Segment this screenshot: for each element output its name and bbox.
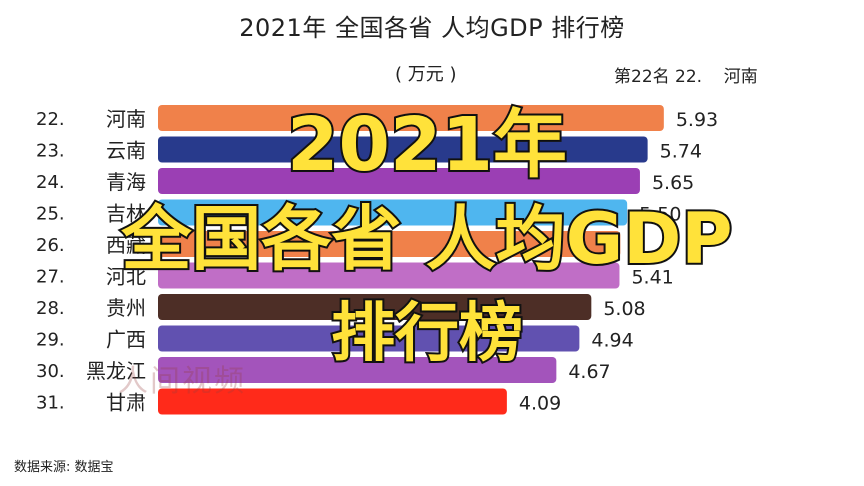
rank-label: 27. <box>36 267 65 288</box>
chart-title: 2021年 全国各省 人均GDP 排行榜 <box>239 14 625 42</box>
value-label: 5.50 <box>639 204 681 226</box>
bar-10 <box>158 388 507 415</box>
bar-2 <box>158 136 648 163</box>
bar-3 <box>158 168 640 194</box>
value-label: 5.74 <box>660 141 702 163</box>
watermark: 人间视频 <box>118 364 246 399</box>
bar-4 <box>158 199 628 226</box>
value-label: 5.41 <box>631 267 673 289</box>
rank-label: 26. <box>36 235 65 256</box>
bar-9 <box>158 357 557 383</box>
rank-province: 河南 <box>723 67 758 87</box>
rank-label: 22. <box>36 109 65 130</box>
bar-5 <box>158 231 621 257</box>
category-label: 广西 <box>106 328 146 352</box>
current-rank-indicator: 第22名 22. 河南 <box>614 62 758 87</box>
category-label: 河南 <box>106 107 146 131</box>
rank-label: 30. <box>36 361 65 382</box>
category-label: 贵州 <box>106 296 146 320</box>
rank-label: 29. <box>36 330 65 351</box>
value-label: 4.94 <box>591 330 633 352</box>
rank-label: 23. <box>36 141 65 162</box>
bar-6 <box>158 262 620 289</box>
rank-label: 25. <box>36 204 65 225</box>
category-label: 黑龙江 <box>86 359 146 383</box>
unit-label: ( 万元 ) <box>395 64 457 85</box>
rank-label: 第22名 <box>614 67 670 87</box>
category-label: 吉林 <box>106 202 146 226</box>
bar-1 <box>158 105 664 131</box>
category-label: 云南 <box>106 139 146 163</box>
category-label: 甘肃 <box>106 391 146 415</box>
value-label: 5.93 <box>676 109 718 131</box>
value-label: 4.67 <box>568 361 610 383</box>
category-label: 河北 <box>106 265 146 289</box>
bar-7 <box>158 294 592 320</box>
category-label: 西藏 <box>106 233 146 257</box>
rank-label: 28. <box>36 298 65 319</box>
value-label: 5.65 <box>652 172 694 194</box>
rank-label: 31. <box>36 393 65 414</box>
value-label: 5.08 <box>603 298 645 320</box>
data-source: 数据来源: 数据宝 <box>14 460 114 475</box>
rank-number: 22. <box>675 67 703 87</box>
category-label: 青海 <box>106 170 146 194</box>
rank-label: 24. <box>36 172 65 193</box>
bar-8 <box>158 325 580 352</box>
value-label: 4.09 <box>519 393 561 415</box>
